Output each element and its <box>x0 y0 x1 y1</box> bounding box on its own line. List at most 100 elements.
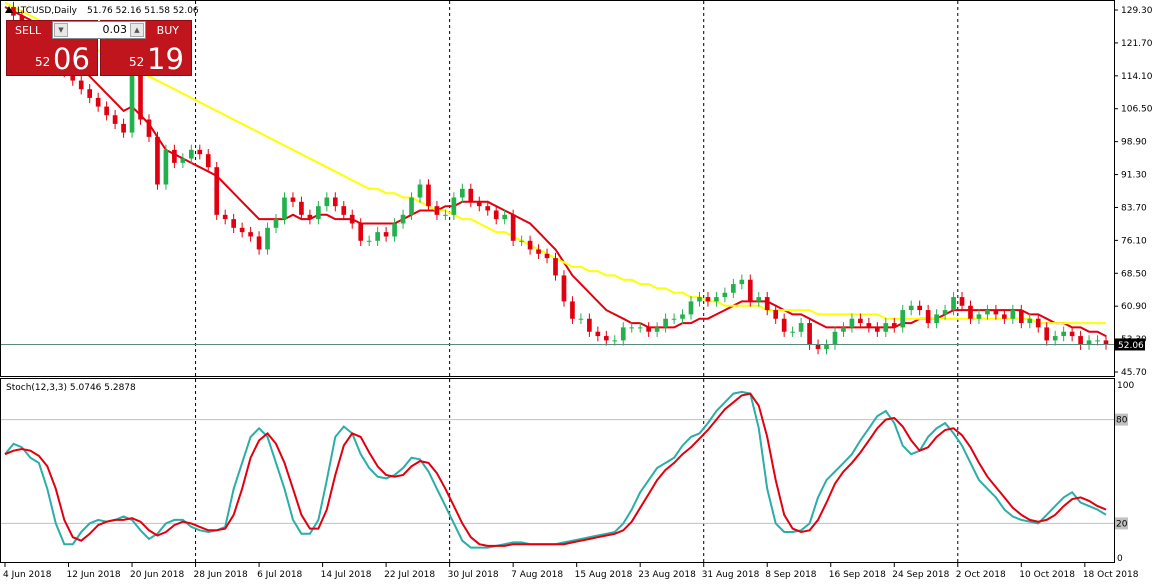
lot-increase-icon[interactable]: ▲ <box>130 23 144 37</box>
candle-bull <box>849 318 855 328</box>
candle-bull <box>942 310 948 315</box>
price-tick-label: 45.70 <box>1121 368 1147 378</box>
candle-bear <box>341 206 347 215</box>
candle-bear <box>891 323 897 328</box>
price-tick-label: 121.70 <box>1121 39 1153 49</box>
candle-bear <box>248 232 253 237</box>
candle-bull <box>951 297 956 311</box>
candle-bull <box>129 45 135 133</box>
candle-bear <box>764 297 770 311</box>
candle-bear <box>993 310 999 315</box>
candle-bull <box>273 219 279 228</box>
sell-label: SELL <box>15 24 42 37</box>
candle-bear <box>553 258 558 276</box>
sell-price-big: 06 <box>53 42 90 76</box>
candle-bull <box>1027 318 1033 324</box>
stoch-label: Stoch(12,3,3) 5.0746 5.2878 <box>6 383 136 393</box>
buy-label: BUY <box>156 24 179 37</box>
candle-bear <box>383 232 389 237</box>
price-tick-label: 129.30 <box>1121 6 1153 16</box>
candle-bull <box>629 327 635 329</box>
candle-bear <box>874 327 880 332</box>
price-tick-label: 83.70 <box>1121 203 1147 213</box>
candle-bear <box>570 301 575 319</box>
candle-bear <box>807 323 812 345</box>
candle-bull <box>409 197 414 215</box>
lot-size-value: 0.03 <box>102 23 128 36</box>
current-price-tag <box>1115 338 1145 351</box>
candle-bull <box>680 314 685 319</box>
time-tick-label: 10 Oct 2018 <box>1019 570 1075 580</box>
candle-bear <box>536 249 541 254</box>
candle-bear <box>104 106 109 116</box>
symbol-triangle-icon <box>5 6 13 13</box>
candle-bear <box>1035 318 1041 328</box>
candle-bear <box>112 115 118 124</box>
candle-bull <box>714 297 719 302</box>
candle-bear <box>197 149 203 155</box>
candle-bull <box>324 197 330 207</box>
stoch-level-tag <box>1115 413 1128 426</box>
candle-bear <box>307 214 313 220</box>
time-tick-label: 12 Jun 2018 <box>67 570 121 580</box>
candle-bear <box>815 344 821 350</box>
vertical-grid <box>195 1 959 562</box>
time-tick-label: 31 Aug 2018 <box>702 570 760 580</box>
candle-bear <box>299 201 304 215</box>
candle-bull <box>688 301 694 315</box>
candle-bear <box>781 318 787 332</box>
lot-size-field[interactable]: ▼ 0.03 ▲ <box>52 21 146 39</box>
candle-bull <box>417 184 423 198</box>
candle-bull <box>1095 340 1100 342</box>
candle-bear <box>349 214 355 224</box>
candle-bull <box>985 310 990 315</box>
one-click-trading-panel: SELL 52 06 BUY 52 19 ▼ 0.03 ▲ <box>6 20 192 76</box>
candle-bear <box>95 97 101 107</box>
candle-bull <box>739 279 745 285</box>
candle-bull <box>282 197 287 220</box>
buy-button[interactable]: BUY 52 19 <box>100 20 192 76</box>
stoch-tick-label: 20 <box>1116 519 1128 529</box>
candle-bull <box>883 323 889 332</box>
candle-bull <box>841 327 846 332</box>
candle-bull <box>392 223 397 237</box>
candle-bear <box>485 206 491 211</box>
time-tick-label: 4 Jun 2018 <box>3 570 52 580</box>
candle-bull <box>697 297 702 302</box>
time-tick-label: 24 Sep 2018 <box>892 570 949 580</box>
time-tick-label: 28 Jun 2018 <box>194 570 248 580</box>
candle-bull <box>188 149 194 159</box>
candle-bull <box>502 214 508 220</box>
candle-bear <box>595 331 601 337</box>
symbol-label: LTCUSD,Daily <box>17 6 78 16</box>
stoch-tick-label: 80 <box>1116 416 1128 426</box>
candle-bull <box>976 314 982 319</box>
candle-bear <box>544 253 550 259</box>
time-tick-label: 20 Jun 2018 <box>130 570 184 580</box>
candle-bear <box>358 223 364 241</box>
candle-bull <box>620 327 626 341</box>
candle-bear <box>87 89 93 98</box>
candle-bear <box>155 136 160 185</box>
time-axis: 4 Jun 2018 12 Jun 2018 20 Jun 2018 28 Jun 2… <box>3 563 1139 580</box>
candle-bull <box>400 214 406 224</box>
candle-bull <box>671 318 677 320</box>
candle-bear <box>1002 314 1007 319</box>
candle-bear <box>1069 331 1075 337</box>
candle-bear <box>138 45 143 120</box>
ohlc-values: 51.76 52.16 51.58 52.06 <box>87 6 199 16</box>
candle-bear <box>1103 340 1109 345</box>
time-tick-label: 6 Jul 2018 <box>257 570 302 580</box>
time-tick-label: 18 Oct 2018 <box>1083 570 1139 580</box>
candle-bull <box>900 310 906 328</box>
price-axis: 129.30 121.70 114.10 106.50 98.90 91.30 83.70 7… <box>1 6 1153 378</box>
candle-bull <box>790 331 795 333</box>
candle-bear <box>587 318 592 332</box>
candle-bull <box>731 284 736 293</box>
lot-decrease-icon[interactable]: ▼ <box>54 23 68 37</box>
candle-bull <box>519 240 524 242</box>
candle-bull <box>663 318 668 328</box>
candle-bear <box>214 167 220 215</box>
candle-bear <box>239 227 245 233</box>
